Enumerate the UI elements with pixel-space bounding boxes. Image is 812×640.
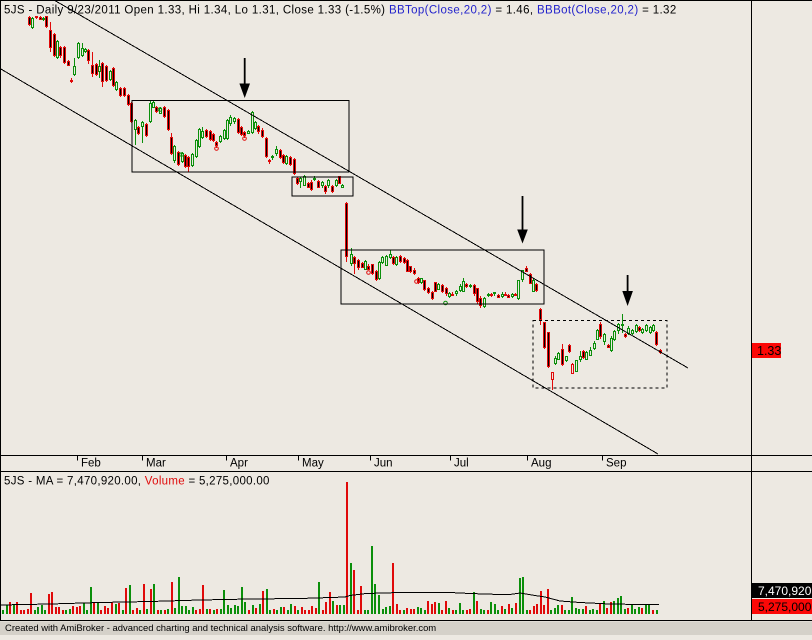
svg-text:Aug: Aug <box>531 458 551 470</box>
svg-text:1.33: 1.33 <box>757 344 781 358</box>
svg-text:Jun: Jun <box>374 458 393 470</box>
svg-text:Mar: Mar <box>146 458 166 470</box>
svg-text:5JS - MA = 7,470,920.00, Volum: 5JS - MA = 7,470,920.00, Volume = 5,275,… <box>4 476 270 488</box>
svg-text:5,275,000: 5,275,000 <box>758 600 812 614</box>
svg-text:Created with AmiBroker - advan: Created with AmiBroker - advanced charti… <box>5 623 436 634</box>
svg-text:7,470,920: 7,470,920 <box>758 584 812 598</box>
svg-text:Feb: Feb <box>81 458 101 470</box>
svg-text:Jul: Jul <box>454 458 469 470</box>
svg-text:5JS - Daily 9/23/2011 Open 1.3: 5JS - Daily 9/23/2011 Open 1.33, Hi 1.34… <box>4 5 677 17</box>
svg-text:Apr: Apr <box>230 458 248 470</box>
svg-text:Sep: Sep <box>606 458 626 470</box>
svg-text:May: May <box>302 458 324 470</box>
